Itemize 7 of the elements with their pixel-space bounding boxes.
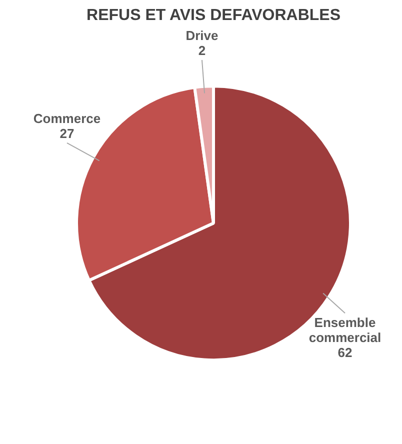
data-label: 62 bbox=[338, 345, 352, 360]
data-label: 2 bbox=[198, 43, 206, 58]
slice-label: Ensemble commercial bbox=[308, 315, 382, 346]
slice-label: Drive bbox=[186, 28, 218, 44]
data-label: 27 bbox=[60, 126, 74, 142]
slice-label: Commerce bbox=[33, 111, 101, 126]
chart-title: REFUS ET AVIS DEFAVORABLES bbox=[86, 7, 341, 24]
